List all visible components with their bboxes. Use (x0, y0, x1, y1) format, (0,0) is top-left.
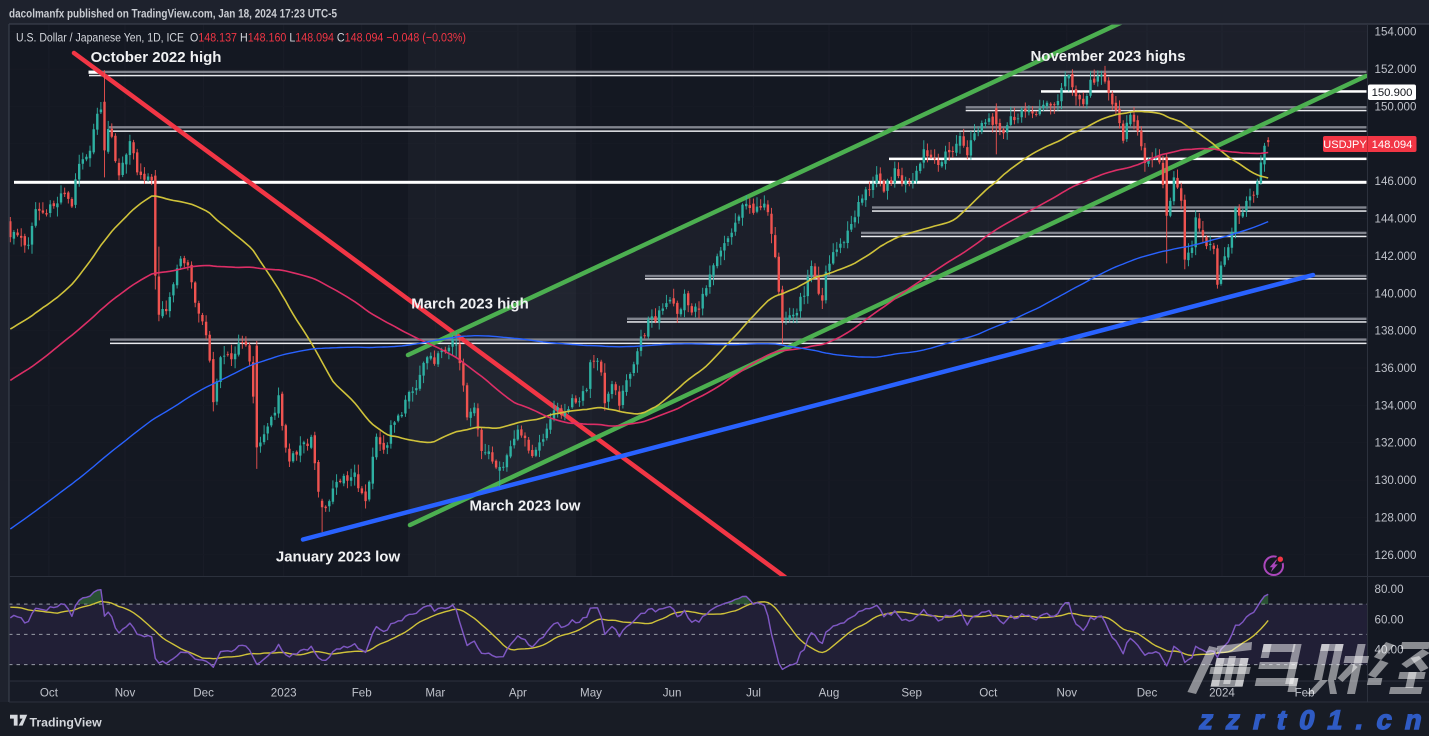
svg-text:148.094: 148.094 (1372, 139, 1413, 151)
svg-text:130.000: 130.000 (1375, 474, 1417, 487)
svg-text:136.000: 136.000 (1375, 362, 1417, 375)
svg-text:140.000: 140.000 (1375, 287, 1417, 300)
svg-text:Nov: Nov (1056, 687, 1077, 700)
svg-text:Feb: Feb (352, 687, 372, 700)
svg-text:dacolmanfx published on Tradin: dacolmanfx published on TradingView.com,… (9, 7, 337, 21)
svg-text:March 2023 low: March 2023 low (470, 498, 581, 515)
svg-text:138.000: 138.000 (1375, 325, 1417, 338)
svg-text:Oct: Oct (979, 687, 998, 700)
svg-text:152.000: 152.000 (1375, 63, 1417, 76)
svg-text:60.00: 60.00 (1375, 613, 1404, 626)
svg-text:O148.137 H148.160 L148.094 C14: O148.137 H148.160 L148.094 C148.094 −0.0… (190, 31, 466, 45)
svg-text:128.000: 128.000 (1375, 512, 1417, 525)
svg-text:Aug: Aug (819, 687, 840, 700)
svg-text:Dec: Dec (1137, 687, 1158, 700)
svg-text:Oct: Oct (40, 687, 59, 700)
svg-text:126.000: 126.000 (1375, 549, 1417, 562)
svg-text:142.000: 142.000 (1375, 250, 1417, 263)
svg-text:154.000: 154.000 (1375, 26, 1417, 39)
svg-text:U.S. Dollar / Japanese Yen, 1D: U.S. Dollar / Japanese Yen, 1D, ICE (16, 31, 184, 45)
svg-text:zzrt01.cn: zzrt01.cn (1197, 704, 1426, 735)
svg-text:Mar: Mar (425, 687, 445, 700)
svg-text:2023: 2023 (271, 687, 297, 700)
svg-text:Jun: Jun (663, 687, 682, 700)
svg-text:Nov: Nov (115, 687, 136, 700)
svg-text:March 2023 high: March 2023 high (411, 296, 529, 313)
svg-text:2024: 2024 (1209, 687, 1235, 700)
svg-text:132.000: 132.000 (1375, 437, 1417, 450)
svg-text:146.000: 146.000 (1375, 175, 1417, 188)
svg-text:May: May (580, 687, 602, 700)
svg-text:134.000: 134.000 (1375, 399, 1417, 412)
svg-text:150.000: 150.000 (1375, 100, 1417, 113)
svg-text:October 2022 high: October 2022 high (91, 49, 222, 66)
svg-text:Apr: Apr (509, 687, 527, 700)
svg-text:TradingView: TradingView (30, 716, 103, 730)
svg-text:80.00: 80.00 (1375, 583, 1404, 596)
svg-text:150.900: 150.900 (1372, 87, 1413, 99)
svg-text:144.000: 144.000 (1375, 213, 1417, 226)
svg-text:USDJPY: USDJPY (1323, 139, 1367, 151)
svg-text:Dec: Dec (193, 687, 214, 700)
svg-text:January 2023 low: January 2023 low (276, 549, 401, 566)
svg-text:Jul: Jul (746, 687, 761, 700)
svg-text:Sep: Sep (901, 687, 922, 700)
svg-text:November 2023 highs: November 2023 highs (1030, 48, 1185, 65)
svg-text:Feb: Feb (1295, 687, 1315, 700)
